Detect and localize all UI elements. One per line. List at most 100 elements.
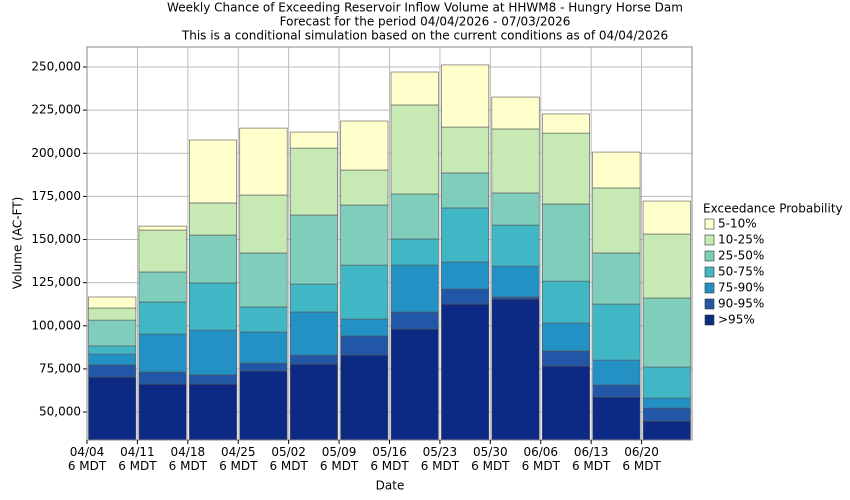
- legend-label: 75-90%: [718, 281, 764, 295]
- bar-segment: [138, 271, 187, 303]
- bar-segment: [491, 192, 540, 226]
- bar-segment: [88, 345, 137, 355]
- legend-swatch: [704, 218, 715, 230]
- bar-segment: [390, 71, 439, 106]
- bar-segment: [289, 354, 338, 365]
- bar-segment: [592, 187, 641, 254]
- x-tick-label: 04/25 6 MDT: [219, 445, 258, 473]
- bar-segment: [491, 224, 540, 267]
- legend-label: 10-25%: [718, 233, 764, 247]
- bar-segment: [88, 364, 137, 378]
- bar-segment: [239, 306, 288, 333]
- bar-segment: [541, 280, 590, 324]
- bar-segment: [239, 370, 288, 440]
- bar-segment: [239, 127, 288, 196]
- bar-segment: [189, 139, 238, 204]
- bar-segment: [491, 96, 540, 130]
- chart-title: Weekly Chance of Exceeding Reservoir Inf…: [167, 1, 683, 15]
- bar-segment: [239, 252, 288, 308]
- x-tick-label: 05/02 6 MDT: [269, 445, 308, 473]
- legend-swatch: [704, 250, 715, 262]
- bar-segment: [491, 128, 540, 194]
- x-tick-label: 05/23 6 MDT: [421, 445, 460, 473]
- bar-segment: [239, 194, 288, 254]
- bar-segment: [592, 396, 641, 440]
- bar-segment: [340, 264, 389, 320]
- bar-segment: [441, 172, 490, 209]
- bar-segment: [340, 120, 389, 171]
- bar-segment: [541, 322, 590, 352]
- bar-segment: [189, 202, 238, 236]
- bar-segment: [88, 376, 137, 440]
- bar-segment: [390, 264, 439, 313]
- x-axis-label: Date: [376, 479, 405, 493]
- bar-segment: [592, 252, 641, 305]
- bar-segment: [340, 169, 389, 206]
- y-tick-label: 225,000: [31, 103, 81, 117]
- bar-segment: [592, 359, 641, 386]
- bar-segment: [441, 64, 490, 128]
- chart-subtitle: Forecast for the period 04/04/2026 - 07/…: [280, 15, 571, 29]
- bar-segment: [541, 203, 590, 282]
- bar-segment: [441, 288, 490, 305]
- bar-segment: [340, 354, 389, 440]
- bar-segment: [541, 350, 590, 367]
- bar-segment: [592, 151, 641, 189]
- bar-segment: [390, 104, 439, 195]
- bar-segment: [541, 113, 590, 134]
- bar-segment: [88, 353, 137, 366]
- bar-segment: [138, 229, 187, 273]
- bar-segment: [289, 311, 338, 356]
- x-tick-label: 06/06 6 MDT: [522, 445, 561, 473]
- bar-segment: [642, 200, 691, 235]
- bar-segment: [491, 265, 540, 298]
- bar-segment: [88, 296, 137, 309]
- legend-swatch: [704, 314, 715, 326]
- bar-segment: [189, 234, 238, 284]
- x-tick-label: 05/30 6 MDT: [471, 445, 510, 473]
- x-tick-label: 06/13 6 MDT: [572, 445, 611, 473]
- bar-segment: [340, 318, 389, 337]
- y-tick-label: 175,000: [31, 189, 81, 203]
- bar-segment: [592, 303, 641, 361]
- bar-segment: [441, 126, 490, 174]
- legend-label: 25-50%: [718, 249, 764, 263]
- legend-label: >95%: [718, 313, 755, 327]
- y-axis-label: Volume (AC-FT): [11, 197, 25, 290]
- bar-segment: [189, 282, 238, 331]
- bar-segment: [189, 374, 238, 385]
- bar-segment: [642, 407, 691, 422]
- bar-segment: [390, 238, 439, 266]
- x-tick-label: 06/20 6 MDT: [622, 445, 661, 473]
- bar-segment: [289, 363, 338, 440]
- bar-segment: [239, 362, 288, 372]
- bar-segment: [491, 298, 540, 440]
- bar-segment: [642, 397, 691, 409]
- bar-segment: [441, 261, 490, 290]
- bar-segment: [289, 214, 338, 285]
- bar-segment: [441, 207, 490, 263]
- legend-swatch: [704, 298, 715, 310]
- bar-segment: [390, 193, 439, 240]
- bar-segment: [390, 328, 439, 440]
- x-tick-label: 05/16 6 MDT: [370, 445, 409, 473]
- bar-segment: [541, 365, 590, 440]
- legend-label: 90-95%: [718, 297, 764, 311]
- legend-swatch: [704, 266, 715, 278]
- bar-segment: [642, 366, 691, 399]
- bar-segment: [289, 283, 338, 313]
- bar-segment: [340, 335, 389, 356]
- bar-segment: [340, 204, 389, 266]
- bar-segment: [289, 131, 338, 149]
- bars: [88, 64, 691, 440]
- y-tick-label: 50,000: [39, 405, 81, 419]
- bar-segment: [592, 384, 641, 398]
- bar-segment: [541, 132, 590, 205]
- bar-segment: [642, 297, 691, 368]
- y-tick-label: 250,000: [31, 60, 81, 74]
- y-tick-label: 100,000: [31, 318, 81, 332]
- x-tick-label: 05/09 6 MDT: [320, 445, 359, 473]
- bar-segment: [441, 303, 490, 440]
- y-tick-label: 150,000: [31, 232, 81, 246]
- bar-segment: [138, 225, 187, 231]
